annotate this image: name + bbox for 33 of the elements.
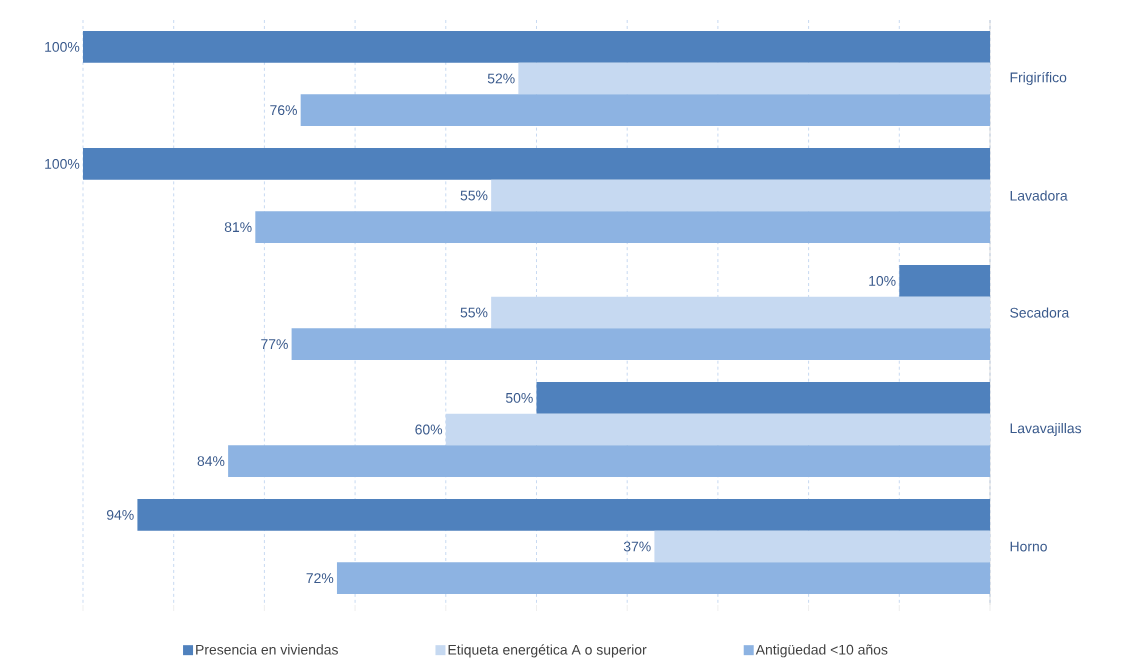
data-label: 52% <box>487 73 515 84</box>
data-label: 37% <box>623 541 651 552</box>
y-tick-label: Frigirífico <box>1010 71 1067 86</box>
data-label: 100% <box>45 158 80 169</box>
y-tick-label: Horno <box>1010 541 1047 552</box>
legend-label: Presencia en viviendas <box>196 644 338 655</box>
bar <box>536 382 990 414</box>
legend-label: Etiqueta energética A o superior <box>448 644 647 658</box>
y-tick-label: Lavavajillas <box>1010 423 1082 436</box>
bar <box>82 31 990 63</box>
data-label: 60% <box>415 424 443 435</box>
bar <box>82 148 990 180</box>
y-tick-label: Secadora <box>1010 307 1070 318</box>
bar <box>654 530 990 563</box>
data-label: 94% <box>106 509 134 520</box>
bar <box>518 62 990 95</box>
data-label: 10% <box>869 275 896 286</box>
data-label: 77% <box>261 339 288 349</box>
bar <box>445 413 990 446</box>
data-label: 55% <box>460 307 488 318</box>
data-label: 72% <box>306 573 334 583</box>
data-label: 55% <box>460 190 488 201</box>
bar <box>491 179 990 212</box>
data-label: 84% <box>197 456 225 467</box>
legend-label: Antigüedad <10 años <box>755 644 888 658</box>
data-label: 76% <box>270 105 297 116</box>
data-label: 100% <box>45 41 80 52</box>
data-label: 50% <box>505 392 533 403</box>
bar <box>491 296 990 329</box>
bar <box>137 499 990 531</box>
data-label: 81% <box>224 222 252 233</box>
bar <box>899 265 990 297</box>
y-tick-label: Lavadora <box>1010 190 1068 201</box>
